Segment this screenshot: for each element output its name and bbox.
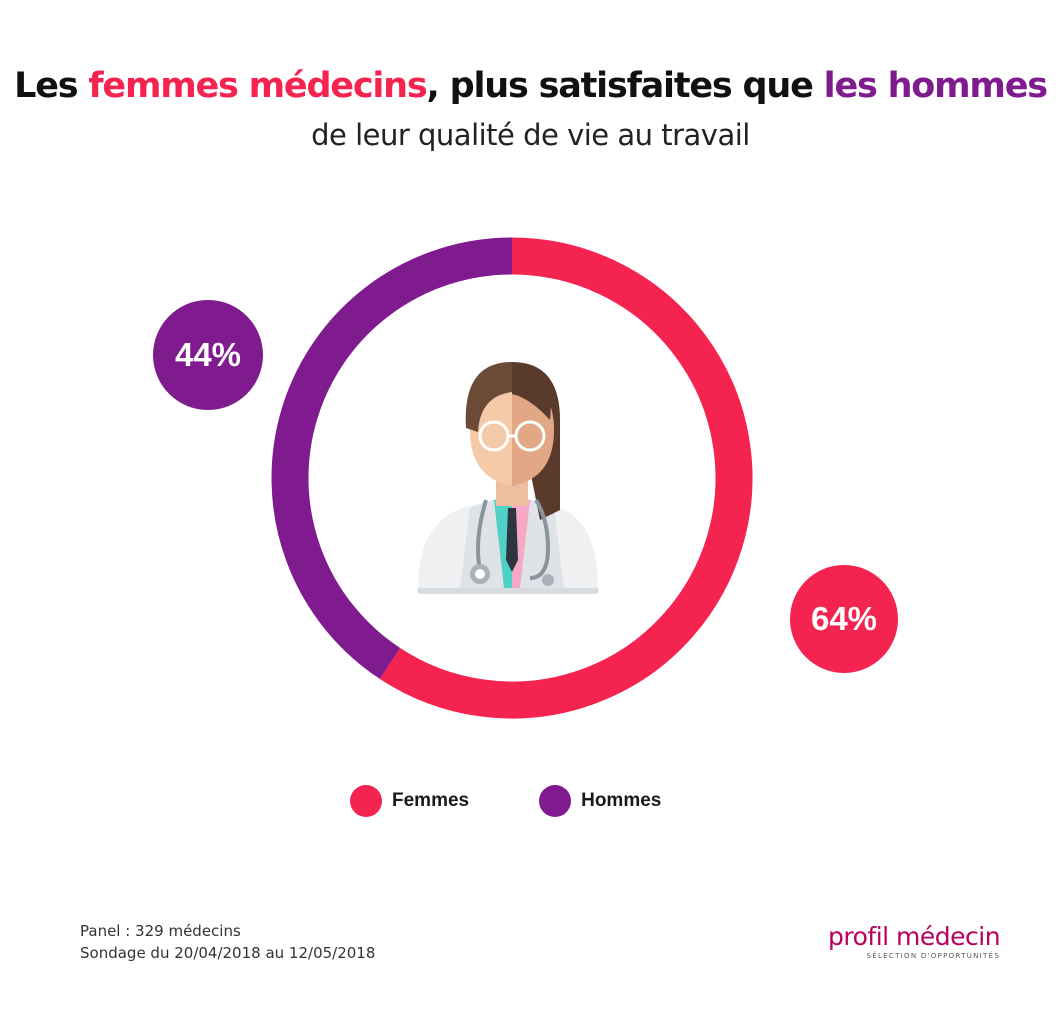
chart-title: Les femmes médecins, plus satisfaites qu…	[0, 62, 1061, 110]
femmes-arc	[379, 237, 753, 719]
femmes-value-badge: 64%	[790, 565, 898, 673]
chart-subtitle: de leur qualité de vie au travail	[311, 118, 750, 152]
footnote-panel: Panel : 329 médecins	[80, 922, 241, 940]
chart-legend: Femmes Hommes	[350, 785, 731, 817]
title-highlight-hommes: les hommes	[823, 66, 1048, 106]
legend-item-hommes: Hommes	[539, 785, 661, 817]
hommes-value-badge: 44%	[153, 300, 263, 410]
brand-logo-name: profil médecin	[828, 922, 1001, 951]
title-part1: Les	[14, 66, 89, 106]
doctor-icon	[417, 362, 599, 594]
legend-dot-femmes	[350, 785, 382, 817]
title-highlight-femmes: femmes médecins	[88, 66, 427, 106]
title-part2: , plus satisfaites que	[426, 66, 824, 106]
legend-dot-hommes	[539, 785, 572, 817]
footnote-dates: Sondage du 20/04/2018 au 12/05/2018	[80, 944, 376, 962]
legend-item-femmes: Femmes	[350, 785, 469, 817]
hommes-arc	[271, 237, 513, 679]
legend-label-femmes: Femmes	[392, 790, 470, 811]
brand-logo: profil médecin SÉLECTION D'OPPORTUNITÉS	[828, 922, 1001, 960]
brand-logo-tagline: SÉLECTION D'OPPORTUNITÉS	[866, 952, 1001, 960]
chart-title-block: Les femmes médecins, plus satisfaites qu…	[0, 62, 1061, 156]
footnote: Panel : 329 médecins Sondage du 20/04/20…	[80, 920, 375, 964]
legend-label-hommes: Hommes	[581, 790, 662, 811]
